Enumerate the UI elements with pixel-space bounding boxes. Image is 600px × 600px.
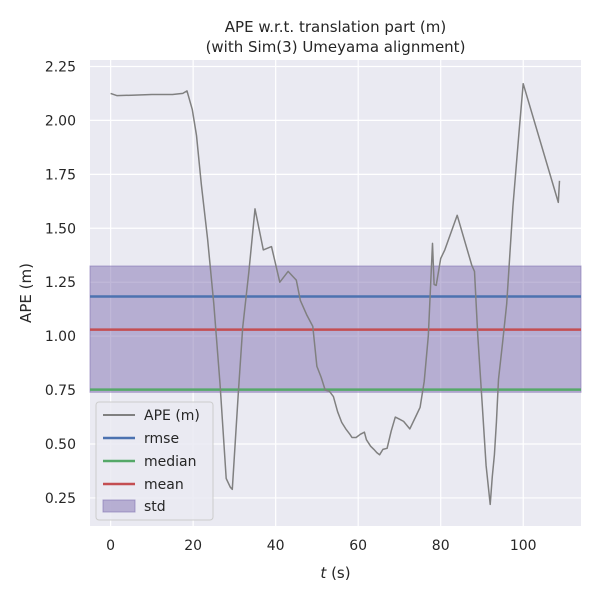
legend-label-mean: mean	[144, 477, 184, 493]
legend-swatch-std	[102, 499, 136, 513]
ape-series-line	[110, 82, 561, 506]
y-tick-label-4: 1.25	[45, 275, 76, 291]
y-tick-label-0: 0.25	[45, 491, 76, 507]
x-tick-label-0: 0	[106, 538, 115, 554]
x-axis-label-unit: (s)	[326, 564, 350, 582]
y-tick-label-8: 2.25	[45, 59, 76, 75]
x-tick-label-2: 40	[267, 538, 285, 554]
x-tick-labels: 0 20 40 60 80 100	[106, 538, 536, 554]
x-axis-label: t (s)	[320, 564, 350, 582]
x-tick-label-5: 100	[510, 538, 537, 554]
legend-label-rmse: rmse	[144, 431, 179, 447]
chart-title-line-2: (with Sim(3) Umeyama alignment)	[206, 38, 466, 56]
legend-label-ape: APE (m)	[144, 408, 200, 424]
x-axis-label-variable: t	[320, 564, 327, 582]
x-tick-label-4: 80	[432, 538, 450, 554]
legend-label-median: median	[144, 454, 196, 470]
legend-box	[95, 401, 214, 521]
y-tick-labels: 0.25 0.50 0.75 1.00 1.25 1.50 1.75 2.00 2.25	[45, 59, 76, 506]
y-tick-label-1: 0.50	[45, 437, 76, 453]
x-tick-label-1: 20	[184, 538, 202, 554]
legend-label-std: std	[144, 499, 166, 515]
legend: APE (m) rmse median mean std	[95, 401, 214, 521]
x-tick-label-3: 60	[349, 538, 367, 554]
stat-lines	[90, 295, 581, 391]
y-axis-label: APE (m)	[17, 263, 35, 323]
chart-title-line-1: APE w.r.t. translation part (m)	[225, 18, 446, 36]
y-tick-label-6: 1.75	[45, 167, 76, 183]
y-tick-label-7: 2.00	[45, 113, 76, 129]
y-tick-label-5: 1.50	[45, 221, 76, 237]
y-tick-label-2: 0.75	[45, 383, 76, 399]
y-tick-label-3: 1.00	[45, 329, 76, 345]
